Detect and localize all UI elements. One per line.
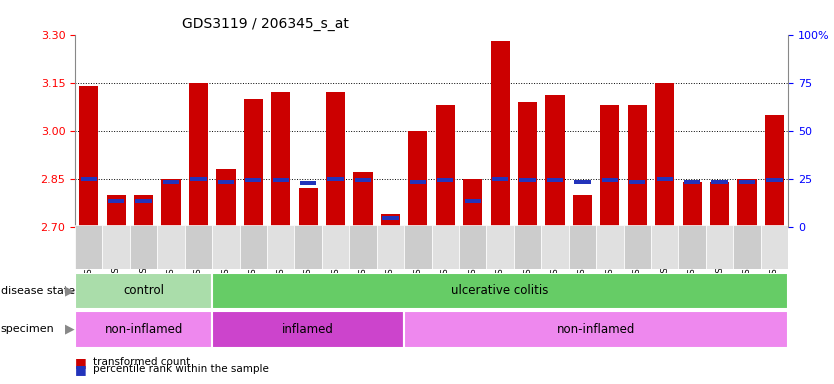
Bar: [294, 225, 322, 269]
Bar: [711, 180, 728, 184]
Text: ▶: ▶: [65, 285, 75, 297]
Bar: [575, 180, 590, 184]
Bar: [267, 225, 294, 269]
Bar: [185, 225, 212, 269]
Bar: [107, 195, 126, 227]
Bar: [134, 195, 153, 227]
Bar: [273, 178, 289, 182]
Bar: [190, 177, 207, 181]
Bar: [706, 225, 733, 269]
Text: ■: ■: [75, 356, 87, 369]
Bar: [108, 199, 124, 202]
Bar: [545, 95, 565, 227]
Bar: [766, 178, 782, 182]
Bar: [103, 225, 130, 269]
Bar: [733, 225, 761, 269]
Bar: [163, 180, 179, 184]
Bar: [514, 225, 541, 269]
Bar: [490, 41, 510, 227]
Bar: [162, 179, 181, 227]
Text: control: control: [123, 285, 164, 297]
Bar: [212, 311, 404, 348]
Bar: [737, 179, 756, 227]
Bar: [678, 225, 706, 269]
Bar: [596, 225, 624, 269]
Bar: [682, 182, 701, 227]
Bar: [75, 225, 103, 269]
Bar: [739, 180, 755, 184]
Bar: [354, 172, 373, 227]
Bar: [326, 92, 345, 227]
Bar: [761, 225, 788, 269]
Text: non-inflamed: non-inflamed: [557, 323, 636, 336]
Text: percentile rank within the sample: percentile rank within the sample: [93, 364, 269, 374]
Bar: [710, 182, 729, 227]
Bar: [216, 169, 235, 227]
Bar: [432, 225, 459, 269]
Bar: [81, 177, 97, 181]
Text: transformed count: transformed count: [93, 358, 191, 367]
Bar: [239, 225, 267, 269]
Bar: [244, 99, 263, 227]
Bar: [328, 177, 344, 181]
Bar: [684, 180, 701, 184]
Text: ▶: ▶: [65, 323, 75, 336]
Bar: [435, 105, 455, 227]
Text: disease state: disease state: [1, 286, 75, 296]
Bar: [656, 83, 675, 227]
Bar: [656, 177, 673, 181]
Bar: [271, 92, 290, 227]
Bar: [75, 311, 212, 348]
Bar: [573, 195, 592, 227]
Bar: [463, 179, 482, 227]
Bar: [518, 102, 537, 227]
Bar: [75, 273, 212, 309]
Bar: [381, 214, 400, 227]
Bar: [520, 178, 535, 182]
Bar: [628, 105, 647, 227]
Bar: [601, 178, 618, 182]
Bar: [382, 216, 399, 220]
Bar: [299, 188, 318, 227]
Bar: [569, 225, 596, 269]
Bar: [188, 83, 208, 227]
Bar: [245, 178, 262, 182]
Bar: [651, 225, 678, 269]
Text: ulcerative colitis: ulcerative colitis: [451, 285, 549, 297]
Bar: [765, 114, 784, 227]
Text: non-inflamed: non-inflamed: [104, 323, 183, 336]
Bar: [79, 86, 98, 227]
Bar: [349, 225, 377, 269]
Text: GDS3119 / 206345_s_at: GDS3119 / 206345_s_at: [182, 17, 349, 31]
Bar: [409, 131, 428, 227]
Bar: [212, 273, 788, 309]
Bar: [437, 178, 454, 182]
Bar: [212, 225, 239, 269]
Bar: [300, 181, 316, 185]
Bar: [404, 311, 788, 348]
Bar: [629, 180, 646, 184]
Bar: [465, 199, 481, 203]
Bar: [486, 225, 514, 269]
Text: specimen: specimen: [1, 324, 54, 334]
Bar: [459, 225, 486, 269]
Bar: [135, 199, 152, 203]
Bar: [158, 225, 185, 269]
Bar: [218, 180, 234, 184]
Bar: [130, 225, 158, 269]
Bar: [547, 178, 563, 182]
Bar: [624, 225, 651, 269]
Bar: [377, 225, 404, 269]
Bar: [322, 225, 349, 269]
Bar: [600, 105, 620, 227]
Bar: [404, 225, 432, 269]
Text: inflamed: inflamed: [282, 323, 334, 336]
Text: ■: ■: [75, 363, 87, 376]
Bar: [355, 178, 371, 182]
Bar: [541, 225, 569, 269]
Bar: [492, 177, 508, 181]
Bar: [409, 180, 426, 184]
